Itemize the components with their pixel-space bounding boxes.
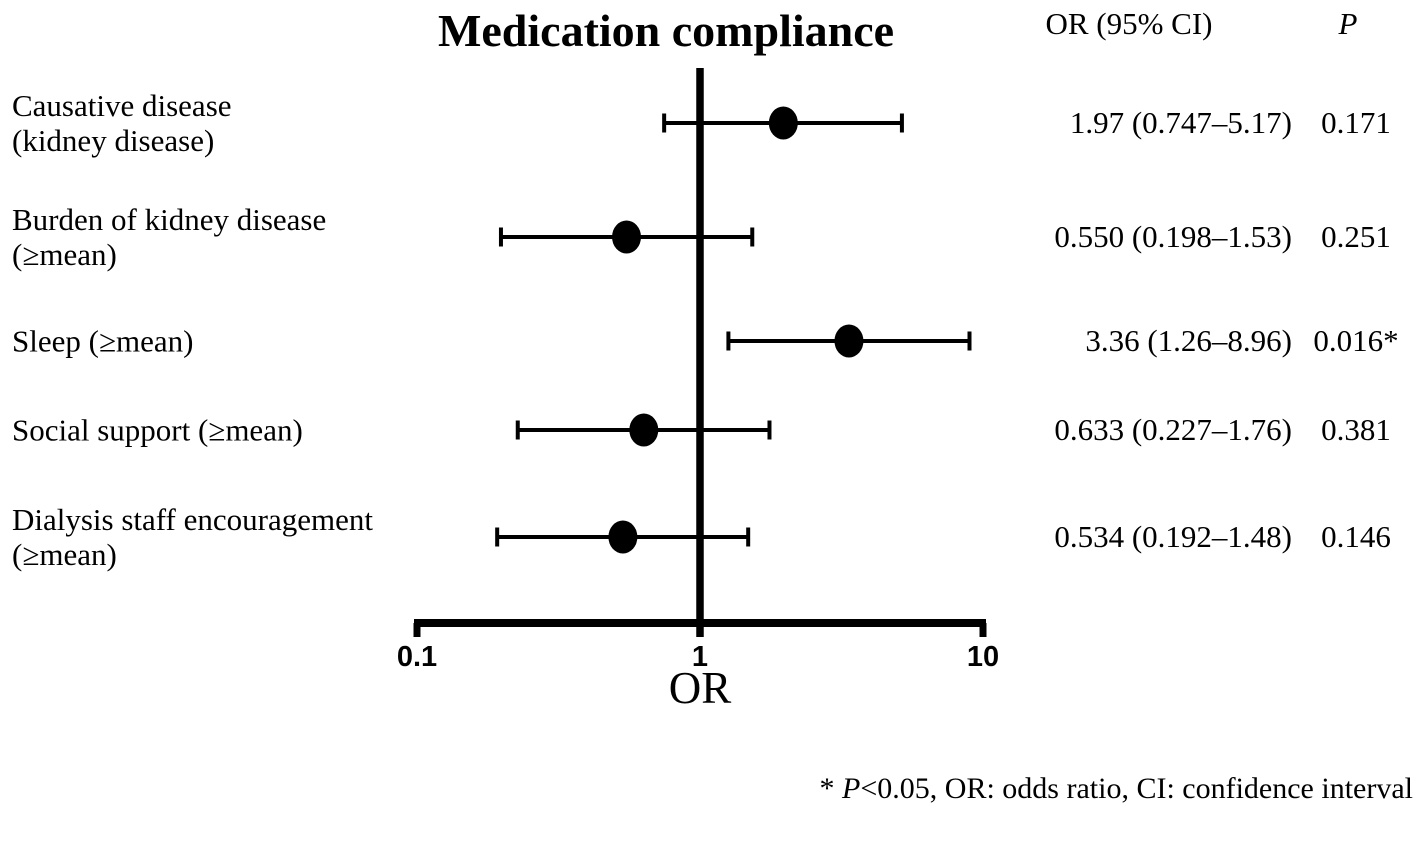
row-label: Social support (≥mean) <box>12 412 303 448</box>
footnote: * P<0.05, OR: odds ratio, CI: confidence… <box>820 772 1413 806</box>
row-or-ci-value: 1.97 (0.747–5.17) <box>1069 105 1292 140</box>
row-p-value: 0.171 <box>1321 105 1391 140</box>
footnote-asterisk: * <box>819 772 843 805</box>
row-p-value: 0.251 <box>1321 219 1391 254</box>
row-p-value: 0.146 <box>1321 519 1391 554</box>
row-label: Dialysis staff encouragement (≥mean) <box>12 502 373 572</box>
row-p-value: 0.381 <box>1321 412 1391 447</box>
row-or-ci-value: 3.36 (1.26–8.96) <box>1085 323 1292 358</box>
or-point <box>608 520 638 554</box>
row-label: Burden of kidney disease (≥mean) <box>12 202 327 272</box>
row-label: Sleep (≥mean) <box>12 323 194 359</box>
row-or-ci-value: 0.550 (0.198–1.53) <box>1054 219 1292 254</box>
x-axis-label: OR <box>668 663 732 713</box>
figure-title: Medication compliance <box>437 5 895 56</box>
x-tick-label: 1 <box>691 641 709 673</box>
or-point <box>768 106 798 140</box>
column-header-p: P <box>1338 6 1358 41</box>
x-tick-label: 0.1 <box>396 641 438 673</box>
x-tick-label: 10 <box>966 641 1000 673</box>
footnote-text: <0.05, OR: odds ratio, CI: confidence in… <box>860 772 1413 805</box>
footnote-p-italic: P <box>842 772 861 805</box>
row-or-ci-value: 0.633 (0.227–1.76) <box>1054 412 1292 447</box>
row-label: Causative disease (kidney disease) <box>12 88 232 158</box>
or-point <box>834 324 864 358</box>
or-point <box>612 220 642 254</box>
column-header-or-ci: OR (95% CI) <box>1045 6 1213 41</box>
row-or-ci-value: 0.534 (0.192–1.48) <box>1054 519 1292 554</box>
row-p-value: 0.016* <box>1313 323 1399 358</box>
or-point <box>629 413 659 447</box>
